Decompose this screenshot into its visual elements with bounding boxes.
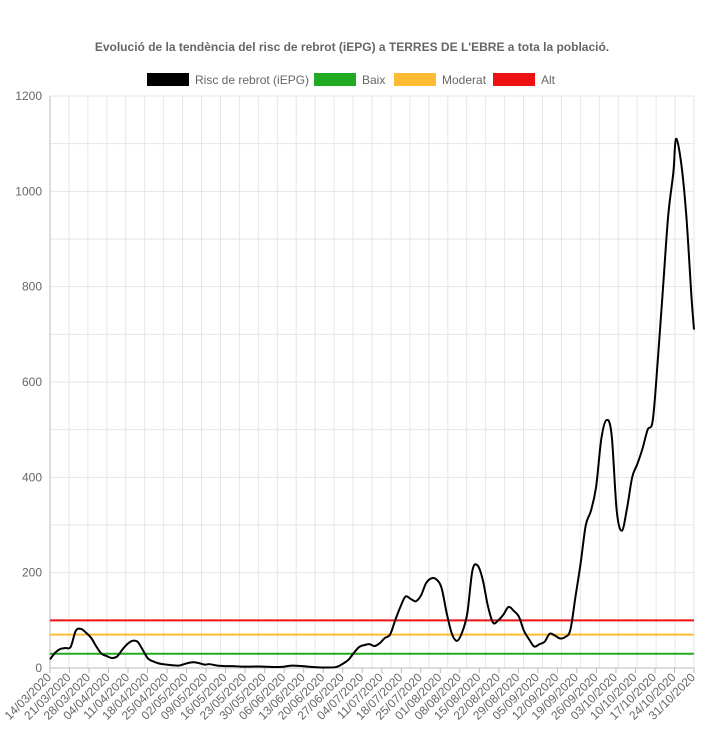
grid	[49, 95, 695, 669]
legend: Risc de rebrot (iEPG) Baix Moderat Alt	[147, 73, 556, 87]
y-tick-label: 400	[22, 470, 42, 484]
chart-title: Evolució de la tendència del risc de reb…	[95, 40, 609, 54]
legend-swatch-alt	[493, 73, 535, 86]
y-tick-label: 200	[22, 566, 42, 580]
legend-label-risc: Risc de rebrot (iEPG)	[195, 73, 309, 87]
y-tick-label: 800	[22, 280, 42, 294]
y-axis: 0 200 400 600 800 1000 1200	[15, 89, 51, 675]
y-tick-label: 1200	[15, 89, 42, 103]
legend-swatch-moderat	[394, 73, 436, 86]
legend-item-risc[interactable]: Risc de rebrot (iEPG)	[147, 73, 309, 87]
legend-label-baix: Baix	[362, 73, 385, 87]
legend-label-moderat: Moderat	[442, 73, 487, 87]
legend-item-alt[interactable]: Alt	[493, 73, 556, 87]
legend-item-baix[interactable]: Baix	[314, 73, 385, 87]
y-tick-label: 0	[35, 661, 42, 675]
y-tick-label: 600	[22, 375, 42, 389]
y-tick-label: 1000	[15, 184, 42, 198]
legend-item-moderat[interactable]: Moderat	[394, 73, 487, 87]
legend-label-alt: Alt	[541, 73, 556, 87]
legend-swatch-baix	[314, 73, 356, 86]
x-axis: 14/03/202021/03/202028/03/202004/04/2020…	[2, 667, 698, 723]
series-line-risc-de-rebrot-iepg	[49, 137, 695, 669]
series-group	[49, 137, 695, 669]
legend-swatch-risc	[147, 73, 189, 86]
